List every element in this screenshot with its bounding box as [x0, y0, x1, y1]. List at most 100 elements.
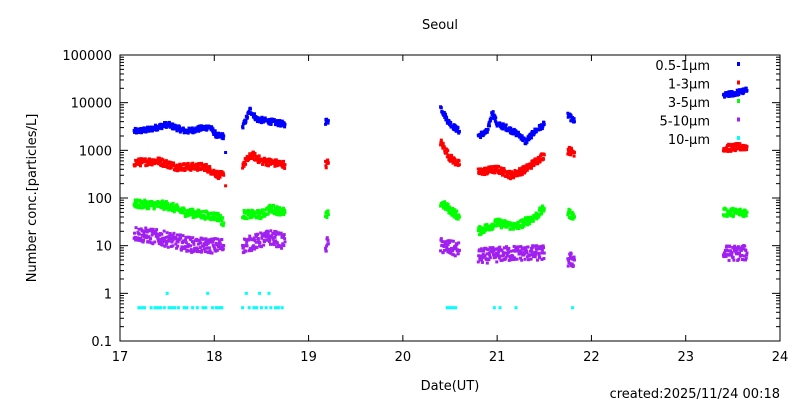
- data-point: [484, 127, 488, 131]
- data-point: [259, 118, 263, 122]
- data-point: [274, 233, 278, 237]
- data-point: [727, 258, 731, 262]
- data-point: [731, 146, 735, 150]
- legend-marker: [737, 80, 740, 85]
- data-point: [497, 256, 501, 260]
- data-point: [440, 240, 444, 244]
- data-point: [201, 165, 205, 169]
- data-point: [732, 211, 736, 215]
- data-point: [493, 167, 497, 171]
- data-point: [199, 250, 203, 254]
- data-point: [568, 211, 572, 215]
- data-point: [493, 220, 497, 224]
- data-point: [733, 149, 737, 153]
- data-point: [449, 251, 453, 255]
- data-point: [517, 169, 521, 173]
- data-point: [485, 223, 489, 227]
- data-point: [522, 246, 526, 250]
- data-point: [175, 167, 179, 171]
- data-point: [162, 207, 166, 211]
- data-point: [326, 158, 330, 162]
- data-point: [267, 208, 271, 212]
- data-point: [170, 306, 174, 310]
- data-point: [507, 176, 511, 180]
- data-point: [528, 216, 532, 220]
- data-point: [516, 130, 520, 134]
- data-point: [187, 249, 191, 253]
- data-point: [143, 157, 147, 161]
- data-point: [522, 224, 526, 228]
- data-point: [255, 234, 259, 238]
- data-point: [136, 236, 140, 240]
- data-point: [212, 245, 216, 249]
- data-point: [572, 151, 576, 155]
- data-point: [492, 256, 496, 260]
- data-point: [492, 249, 496, 253]
- data-point: [167, 306, 171, 310]
- data-point: [171, 238, 175, 242]
- data-point: [218, 239, 222, 243]
- data-point: [448, 249, 452, 253]
- data-point: [163, 236, 167, 240]
- data-point: [522, 218, 526, 222]
- data-point: [509, 126, 513, 130]
- data-point: [737, 93, 741, 97]
- data-point: [280, 212, 284, 216]
- data-point: [134, 205, 138, 209]
- data-point: [542, 207, 546, 211]
- data-point: [489, 116, 493, 120]
- data-point: [741, 148, 745, 152]
- data-point: [151, 203, 155, 207]
- data-point: [199, 241, 203, 245]
- data-point: [277, 210, 281, 214]
- data-point: [160, 243, 164, 247]
- data-point: [485, 252, 489, 256]
- data-point: [147, 235, 151, 239]
- data-point: [450, 210, 454, 214]
- data-point: [222, 134, 226, 138]
- data-point: [182, 162, 186, 166]
- data-point: [532, 244, 536, 248]
- data-point: [279, 124, 283, 128]
- data-point: [729, 211, 733, 215]
- data-point: [208, 238, 212, 242]
- data-point: [439, 237, 443, 241]
- data-point: [529, 166, 533, 170]
- data-point: [213, 246, 217, 250]
- data-point: [264, 235, 268, 239]
- data-point: [446, 250, 450, 254]
- data-point: [147, 240, 151, 244]
- data-point: [161, 199, 165, 203]
- data-point: [187, 244, 191, 248]
- data-point: [263, 208, 267, 212]
- data-point: [572, 154, 576, 158]
- data-point: [252, 213, 256, 217]
- data-point: [176, 244, 180, 248]
- data-point: [175, 127, 179, 131]
- data-point: [194, 249, 198, 253]
- data-point: [572, 215, 576, 219]
- data-point: [283, 208, 287, 212]
- data-point: [532, 252, 536, 256]
- data-point: [483, 173, 487, 177]
- data-point: [182, 239, 186, 243]
- data-point: [744, 248, 748, 252]
- data-point: [744, 258, 748, 262]
- data-point: [206, 241, 210, 245]
- data-point: [540, 127, 544, 131]
- data-point: [198, 238, 202, 242]
- data-point: [326, 209, 330, 213]
- data-point: [534, 250, 538, 254]
- data-point: [134, 201, 138, 205]
- data-point: [515, 130, 519, 134]
- data-point: [269, 122, 273, 126]
- data-point: [212, 211, 216, 215]
- axes: 17 18 19 20 21 22 23 24 0.1 1 10 100 1000 10000 100000: [62, 49, 788, 365]
- data-point: [514, 306, 518, 310]
- data-point: [170, 236, 174, 240]
- data-point: [191, 207, 195, 211]
- data-point: [157, 156, 161, 160]
- data-point: [476, 229, 480, 233]
- data-point: [449, 120, 453, 124]
- data-point: [273, 235, 277, 239]
